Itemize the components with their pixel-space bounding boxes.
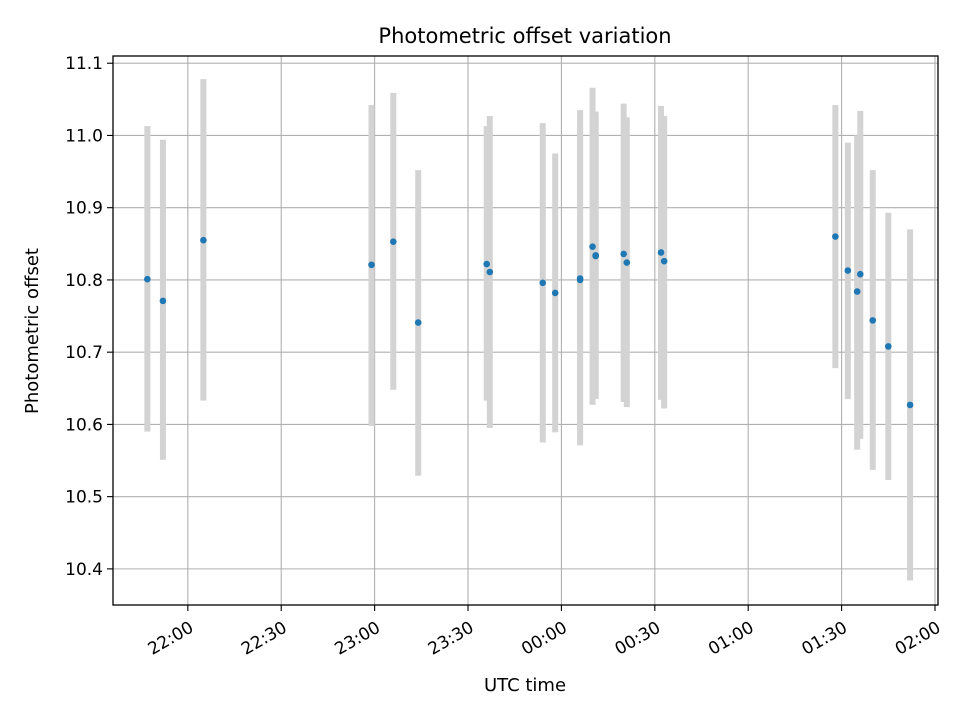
y-tick-label: 10.8 [65, 271, 103, 291]
y-axis-title: Photometric offset [22, 248, 43, 414]
data-point [539, 279, 547, 287]
data-point [200, 236, 207, 244]
data-point [623, 259, 631, 266]
grid [113, 56, 938, 605]
data-point [660, 257, 668, 265]
data-point [483, 260, 490, 268]
data-points [144, 233, 914, 409]
x-axis-title: UTC time [484, 675, 566, 696]
data-point [390, 238, 397, 245]
data-point [844, 267, 852, 274]
y-tick-label: 10.6 [65, 415, 103, 435]
data-point [368, 261, 375, 269]
y-tick-label: 10.4 [65, 560, 103, 580]
data-point [551, 289, 559, 297]
y-axis: 10.4 10.5 10.6 10.7 10.8 10.9 11.0 11.1 [65, 54, 113, 580]
data-point [657, 249, 665, 256]
plot-frame [112, 55, 939, 606]
chart-title: Photometric offset variation [378, 24, 671, 48]
y-tick-label: 11.1 [65, 54, 103, 74]
data-point [906, 401, 914, 409]
y-tick-label: 10.9 [65, 199, 103, 219]
data-point [589, 243, 596, 251]
data-point [144, 275, 151, 283]
data-point [576, 276, 584, 284]
y-tick-label: 10.5 [65, 488, 103, 508]
data-point [486, 268, 494, 276]
data-point [885, 343, 892, 350]
data-point [832, 233, 839, 240]
y-tick-label: 11.0 [65, 126, 103, 146]
data-point [856, 270, 864, 278]
data-point [620, 250, 627, 258]
y-tick-label: 10.7 [65, 343, 103, 363]
data-point [592, 252, 599, 260]
data-point [159, 297, 167, 305]
data-point [869, 317, 877, 324]
data-point [414, 319, 422, 326]
data-point [853, 288, 861, 295]
